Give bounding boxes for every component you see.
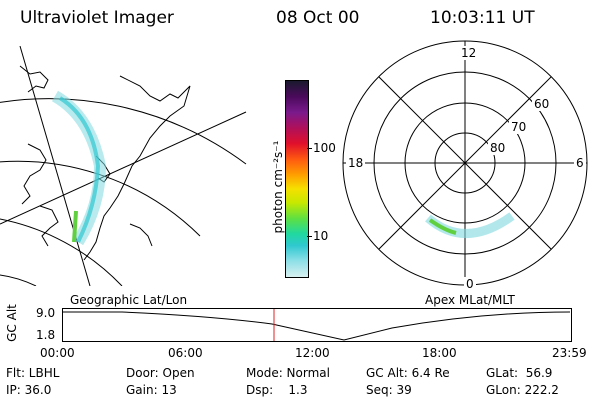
lat-arc-3 (0, 218, 123, 286)
colorbar-tick-100: 100 (313, 141, 336, 155)
lon-line-2 (19, 46, 91, 286)
timeline-xtick-end: 23:59 (552, 346, 587, 360)
seq-readout: Seq: 39 (366, 383, 412, 397)
colorbar-unit-label: photon cm⁻²s⁻¹ (271, 140, 285, 234)
mode-readout: Mode: Normal (246, 366, 330, 380)
altitude-curve (63, 311, 571, 341)
colorbar-tick-10: 10 (313, 229, 329, 243)
instrument-title: Ultraviolet Imager (20, 8, 174, 28)
lat-label-80: 80 (488, 141, 508, 155)
timeline-xtick-6: 06:00 (168, 346, 203, 360)
right-panel-label: Apex MLat/MLT (425, 293, 515, 307)
gc-alt-readout: GC Alt: 6.4 Re (366, 366, 450, 380)
coastline-north (19, 65, 49, 93)
lat-arc-1 (0, 98, 247, 165)
timeline-xtick-0: 00:00 (40, 346, 75, 360)
mlt-label-0: 0 (464, 277, 476, 291)
aurora-emission-left (51, 90, 107, 246)
date-label: 08 Oct 00 (276, 8, 360, 28)
coastline-east (129, 223, 153, 247)
colorbar-tick-mark-10 (307, 236, 312, 237)
timeline-xtick-12: 12:00 (295, 346, 330, 360)
timeline-ytick-9: 9.0 (36, 306, 56, 320)
mlt-label-18: 18 (346, 156, 366, 170)
coastline-sw (39, 205, 59, 247)
lat-arc-4 (0, 274, 37, 286)
gain-readout: Gain: 13 (126, 383, 177, 397)
dsp-readout: Dsp: 1.3 (246, 383, 308, 397)
lon-line-1 (0, 111, 247, 225)
aurora-emission-right (425, 212, 515, 238)
polar-mlt-plot (342, 40, 588, 286)
coastline-west (21, 143, 47, 205)
glat-readout: GLat: 56.9 (486, 366, 553, 380)
door-readout: Door: Open (126, 366, 195, 380)
timeline-axis-label: GC Alt (5, 304, 19, 342)
ip-readout: IP: 36.0 (6, 383, 52, 397)
mlt-label-12: 12 (459, 46, 479, 60)
glon-readout: GLon: 222.2 (486, 383, 559, 397)
time-label: 10:03:11 UT (430, 8, 535, 28)
colorbar (285, 80, 309, 278)
timeline-xtick-18: 18:00 (422, 346, 457, 360)
lat-label-70: 70 (509, 120, 529, 134)
left-panel-label: Geographic Lat/Lon (70, 293, 188, 307)
timeline-ytick-1-8: 1.8 (36, 328, 56, 342)
polar-line-diag-2 (378, 76, 552, 250)
filter-readout: Flt: LBHL (6, 366, 60, 380)
mlt-label-6: 6 (574, 156, 586, 170)
geographic-map (0, 46, 247, 286)
colorbar-tick-mark-100 (307, 148, 312, 149)
altitude-timeline (62, 308, 572, 342)
lat-label-60: 60 (532, 97, 552, 111)
coastline-main (83, 75, 191, 261)
